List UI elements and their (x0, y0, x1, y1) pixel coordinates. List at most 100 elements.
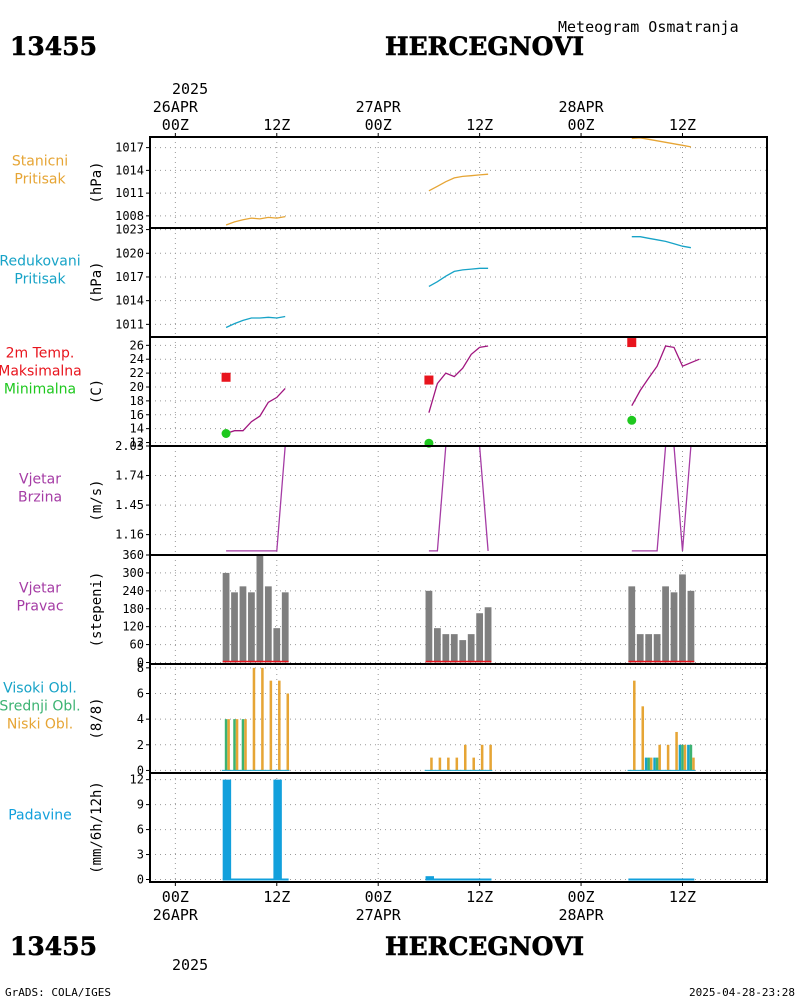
cloud-bar (269, 680, 273, 771)
cloud-bar (480, 744, 484, 771)
series-line (428, 345, 489, 413)
y-tick-label: 20 (130, 380, 144, 394)
x-time-label-bottom: 00Z (568, 888, 595, 906)
y-tick-label: 1014 (115, 294, 144, 308)
wind-dir-bar (628, 586, 636, 663)
y-tick-label: 1020 (115, 246, 144, 260)
wind-dir-bar (231, 592, 238, 663)
y-tick-label: 1011 (115, 317, 144, 331)
x-time-label-top: 00Z (162, 116, 189, 134)
series-line (225, 387, 286, 435)
wind-dir-bar (653, 634, 661, 663)
panel-1: 1011 1014 1017 1020 1023 (hPa) Redukovani Priti… (0, 223, 767, 337)
y-axis-label: (hPa) (89, 261, 105, 303)
panel-label: Minimalna (4, 382, 76, 398)
y-tick-label: 8 (137, 661, 144, 675)
panel-4: 0 60 120 180 240 300 360 (stepeni) Vjetar Pravac (16, 548, 767, 670)
wind-dir-bar (645, 634, 653, 663)
y-axis-label: (hPa) (89, 161, 105, 203)
precip-bar (222, 779, 232, 880)
panel-label: Redukovani (0, 254, 81, 270)
wind-dir-bar (679, 574, 686, 663)
y-tick-label: 0 (137, 656, 144, 670)
bottom-year: 2025 (172, 956, 208, 974)
series-line (428, 267, 489, 287)
series-line (631, 445, 692, 552)
panel-label: Pravac (16, 599, 63, 615)
y-tick-label: 180 (122, 602, 144, 616)
y-tick-label: 3 (137, 848, 144, 862)
wind-dir-bar (442, 634, 450, 663)
y-tick-label: 1014 (115, 163, 144, 177)
wind-dir-bar (433, 628, 441, 663)
y-tick-label: 26 (130, 338, 144, 352)
x-date-label-bottom: 27APR (356, 906, 402, 924)
y-tick-label: 16 (130, 408, 144, 422)
wind-dir-bar (281, 592, 289, 663)
panel-label: Niski Obl. (7, 717, 73, 733)
y-tick-label: 2.03 (115, 439, 144, 453)
wind-dir-bar (264, 586, 272, 663)
cloud-bar (653, 757, 656, 771)
wind-dir-bar (459, 640, 467, 663)
timestamp: 2025-04-28-23:28 (689, 986, 795, 999)
cloud-bar (687, 744, 690, 771)
y-tick-label: 1.45 (115, 498, 144, 512)
y-tick-label: 4 (137, 712, 144, 726)
wind-dir-bar (670, 592, 678, 663)
station-id-top: 13455 (10, 32, 97, 61)
panel-label: Padavine (8, 808, 72, 824)
y-tick-label: 22 (130, 366, 144, 380)
wind-dir-bar (476, 613, 484, 663)
tmax-marker (424, 375, 434, 385)
y-tick-label: 1.16 (115, 528, 144, 542)
panel-label: Srednji Obl. (0, 699, 81, 715)
panel-3: 1.16 1.45 1.74 2.03 (m/s) Vjetar Brzina (18, 439, 767, 555)
panels: 1008101110141017(hPa)StanicniPritisak101… (0, 136, 768, 887)
cloud-bar (647, 757, 650, 771)
y-axis-label: (stepeni) (89, 572, 105, 648)
time-axis: 00Z00Z26APR26APR12Z12Z00Z00Z27APR27APR12… (153, 98, 696, 924)
x-time-label-bottom: 12Z (669, 888, 696, 906)
cloud-bar (430, 757, 433, 771)
cloud-bar (666, 744, 670, 771)
tmin-marker (627, 415, 637, 425)
y-tick-label: 1008 (115, 209, 144, 223)
cloud-bar (286, 693, 290, 771)
cloud-bar (641, 706, 645, 771)
cloud-bar (472, 757, 475, 771)
y-tick-label: 6 (137, 823, 144, 837)
cloud-bar (633, 680, 636, 771)
x-time-label-bottom: 12Z (263, 888, 290, 906)
y-tick-label: 120 (122, 620, 144, 634)
y-tick-label: 24 (130, 352, 144, 366)
series-line (226, 445, 286, 552)
y-tick-label: 0 (137, 763, 144, 777)
tmax-marker (221, 372, 231, 382)
cloud-bar (678, 744, 682, 771)
tmax-marker (627, 338, 637, 348)
wind-dir-bar (222, 572, 230, 663)
y-tick-label: 12 (130, 773, 144, 787)
cloud-bar (438, 757, 442, 771)
cloud-bar (278, 680, 281, 771)
wind-dir-bar (662, 586, 669, 663)
panel-label: Stanicni (12, 154, 68, 170)
cloud-bar (261, 667, 264, 771)
y-tick-label: 60 (130, 638, 144, 652)
x-date-label-top: 27APR (356, 98, 402, 116)
series-line (631, 236, 692, 249)
cloud-bar (681, 744, 684, 771)
cloud-bar (683, 744, 687, 771)
tmin-marker (221, 429, 231, 439)
credit: GrADS: COLA/IGES (5, 986, 111, 999)
wind-dir-bar (425, 590, 433, 663)
cloud-bar (455, 757, 459, 771)
wind-dir-bar (239, 586, 247, 663)
y-tick-label: 1023 (115, 223, 144, 237)
y-tick-label: 12 (130, 436, 144, 450)
x-time-label-bottom: 12Z (466, 888, 493, 906)
wind-dir-bar (687, 590, 695, 663)
